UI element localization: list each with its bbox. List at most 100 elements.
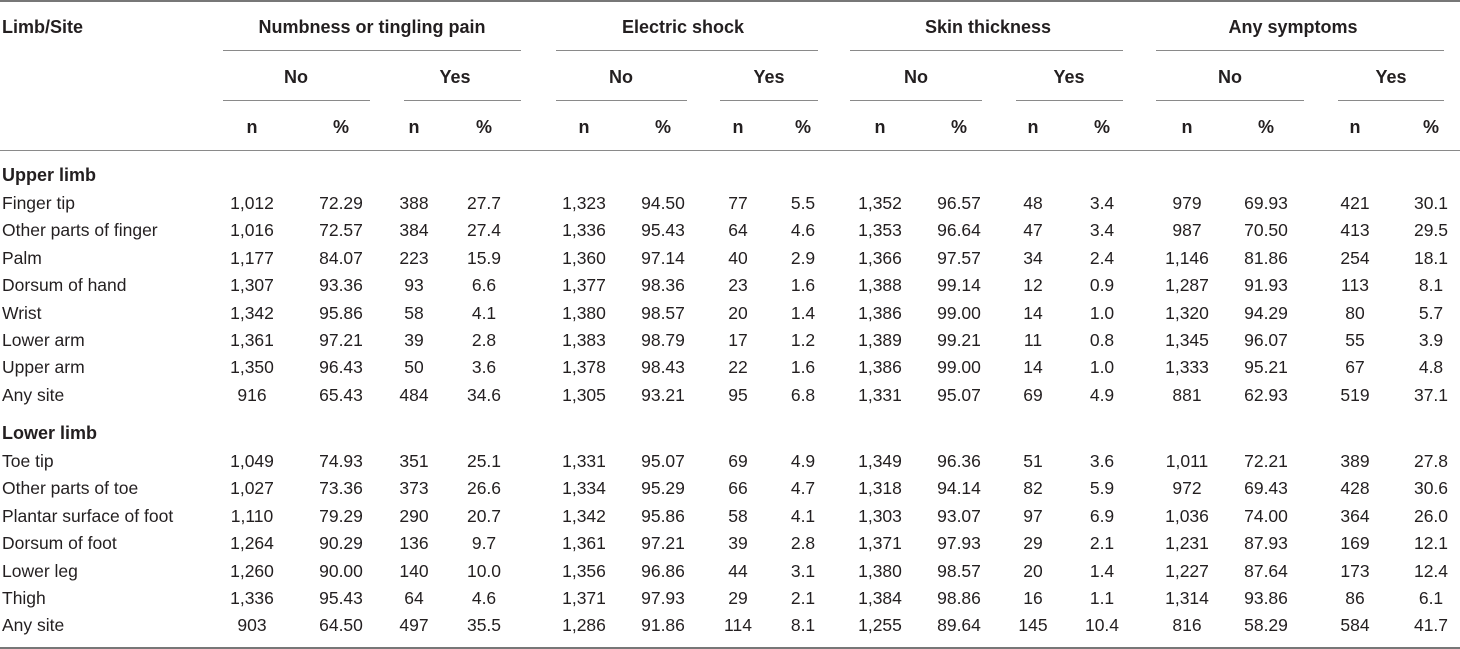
table-cell: 4.1	[790, 505, 816, 526]
table-cell: 1,177	[230, 247, 274, 268]
table-cell: 30.1	[1413, 193, 1449, 213]
table-cell: 389	[1340, 451, 1370, 471]
subgroup-rule	[223, 100, 370, 101]
table-cell: 2.1	[1089, 533, 1115, 554]
table-cell: 69	[1023, 384, 1043, 405]
table-cell: 96.43	[319, 357, 363, 378]
table-cell: 1.0	[1089, 302, 1115, 323]
subgroup-header: No	[284, 67, 308, 87]
table-cell: 1,314	[1165, 588, 1209, 608]
table-cell: 3.4	[1089, 193, 1115, 213]
table-cell: 95.43	[319, 588, 363, 608]
stat-header: %	[1257, 117, 1275, 137]
table-cell: 1,334	[562, 478, 606, 499]
table-cell: 1,260	[230, 560, 274, 581]
table-cell: 74.93	[319, 451, 363, 471]
table-cell: 93.21	[641, 384, 685, 405]
table-cell: 254	[1340, 247, 1370, 268]
group-rule	[1156, 50, 1444, 51]
table-cell: 2.1	[790, 588, 816, 608]
table-cell: 1,264	[230, 533, 274, 554]
table-cell: 39	[728, 533, 748, 554]
subgroup-rule	[556, 100, 687, 101]
table-cell: 413	[1340, 220, 1370, 241]
table-cell: 94.14	[937, 478, 981, 499]
table-cell: 96.36	[937, 451, 981, 471]
stat-header: %	[332, 117, 350, 137]
row-site-label: Toe tip	[2, 451, 54, 471]
table-cell: 12	[1023, 275, 1043, 296]
table-cell: 29	[1023, 533, 1043, 554]
table-cell: 96.64	[937, 220, 981, 241]
table-cell: 10.4	[1084, 615, 1120, 636]
row-site-label: Finger tip	[2, 193, 75, 213]
table-cell: 69.43	[1244, 478, 1288, 499]
table-cell: 1.4	[790, 302, 816, 323]
table-cell: 94.29	[1244, 302, 1288, 323]
table-cell: 72.21	[1244, 451, 1288, 471]
group-header: Any symptoms	[1228, 17, 1358, 37]
table-cell: 90.00	[319, 560, 363, 581]
table-cell: 96.07	[1244, 330, 1288, 350]
table-cell: 29.5	[1413, 220, 1449, 241]
table-cell: 1,361	[230, 330, 274, 350]
subgroup-rule	[720, 100, 818, 101]
table-cell: 27.4	[466, 220, 502, 241]
table-cell: 20	[1023, 560, 1043, 581]
table-cell: 23	[728, 275, 748, 296]
table-cell: 1,360	[562, 247, 606, 268]
group-header: Skin thickness	[924, 17, 1052, 37]
table-cell: 1,036	[1165, 505, 1209, 526]
table-cell: 4.9	[1089, 384, 1115, 405]
row-site-label: Lower leg	[2, 560, 78, 581]
subgroup-header: Yes	[439, 67, 471, 87]
table-cell: 25.1	[466, 451, 502, 471]
table-cell: 140	[399, 560, 429, 581]
table-cell: 1,345	[1165, 330, 1209, 350]
table-cell: 98.57	[641, 302, 685, 323]
table-cell: 29	[728, 588, 748, 608]
table-cell: 70.50	[1244, 220, 1288, 241]
table-cell: 18.1	[1413, 247, 1449, 268]
table-cell: 34	[1023, 247, 1043, 268]
table-cell: 93.36	[319, 275, 363, 296]
table-cell: 6.8	[790, 384, 816, 405]
table-cell: 4.9	[790, 451, 816, 471]
table-cell: 95.43	[641, 220, 685, 241]
table-cell: 1,388	[858, 275, 902, 296]
table-cell: 1,146	[1165, 247, 1209, 268]
table-cell: 98.79	[641, 330, 685, 350]
table-cell: 1,286	[562, 615, 606, 636]
table-cell: 51	[1023, 451, 1043, 471]
table-cell: 47	[1023, 220, 1043, 241]
row-site-label: Lower arm	[2, 330, 85, 350]
table-cell: 87.93	[1244, 533, 1288, 554]
table-cell: 79.29	[319, 505, 363, 526]
table-cell: 9.7	[471, 533, 497, 554]
table-cell: 65.43	[319, 384, 363, 405]
table-cell: 48	[1023, 193, 1043, 213]
table-cell: 3.4	[1089, 220, 1115, 241]
table-cell: 1,027	[230, 478, 274, 499]
table-cell: 1,380	[562, 302, 606, 323]
table-cell: 95.07	[641, 451, 685, 471]
table-cell: 1.4	[1089, 560, 1115, 581]
table-cell: 4.1	[471, 302, 497, 323]
table-cell: 1,287	[1165, 275, 1209, 296]
table-bottom-rule	[0, 647, 1460, 649]
table-cell: 136	[399, 533, 429, 554]
table-cell: 89.64	[937, 615, 981, 636]
table-cell: 113	[1341, 275, 1369, 296]
stat-header: %	[654, 117, 672, 137]
table-cell: 4.8	[1418, 357, 1444, 378]
table-cell: 86	[1345, 588, 1365, 608]
table-cell: 95.86	[641, 505, 685, 526]
table-cell: 50	[404, 357, 424, 378]
subgroup-rule	[404, 100, 521, 101]
table-cell: 98.86	[937, 588, 981, 608]
stat-header: %	[1422, 117, 1440, 137]
table-cell: 1,386	[858, 357, 902, 378]
table-cell: 20	[728, 302, 748, 323]
table-cell: 58	[728, 505, 748, 526]
table-cell: 3.1	[790, 560, 816, 581]
